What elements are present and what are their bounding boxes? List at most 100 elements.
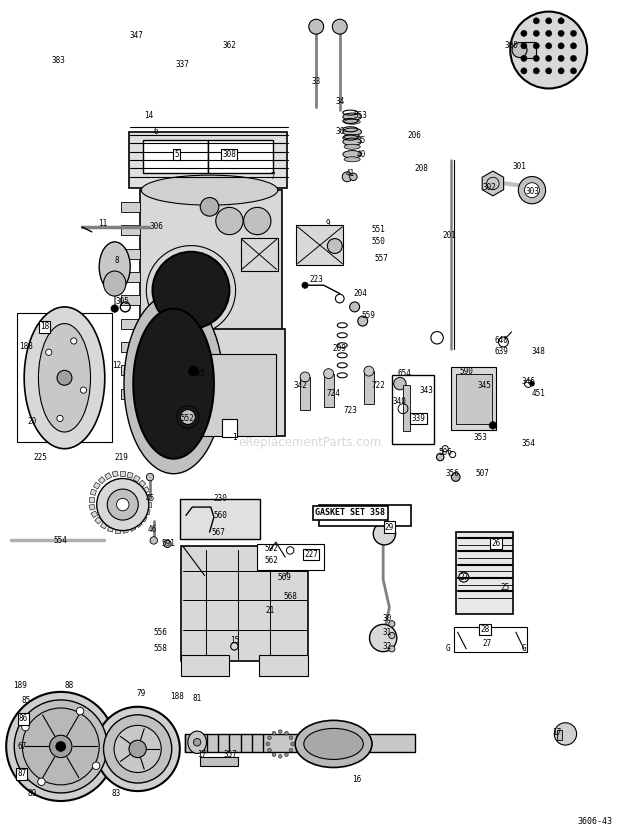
Bar [143,486,149,494]
Circle shape [533,18,539,24]
Circle shape [164,540,171,547]
Bar [200,757,238,766]
Ellipse shape [344,157,360,162]
Text: 645: 645 [192,369,205,378]
Circle shape [111,305,118,312]
Circle shape [146,474,154,480]
Text: 89: 89 [28,790,37,798]
Text: 87: 87 [17,770,26,778]
Text: GASKET SET 358: GASKET SET 358 [316,509,385,517]
Ellipse shape [512,43,527,58]
Bar [94,482,100,489]
Text: G: G [445,645,450,653]
Text: 27: 27 [459,573,468,581]
Bar [91,490,97,495]
Bar [129,525,136,531]
Bar [324,374,334,407]
Circle shape [22,708,99,785]
Ellipse shape [24,307,105,449]
Circle shape [529,381,534,386]
Ellipse shape [344,134,360,139]
Ellipse shape [344,119,360,124]
Bar [120,471,125,476]
Bar [241,238,278,271]
Text: G: G [521,645,526,653]
Text: 201: 201 [443,231,456,239]
Circle shape [364,366,374,376]
Circle shape [342,172,352,182]
Circle shape [570,30,577,37]
Text: 346: 346 [521,378,535,386]
Circle shape [291,742,294,746]
Text: 347: 347 [130,31,143,39]
Circle shape [546,55,552,62]
Text: 592: 592 [265,545,278,553]
Text: 15: 15 [230,636,239,645]
Text: 302: 302 [483,183,497,192]
Circle shape [97,479,149,530]
Text: 27: 27 [482,640,491,648]
Circle shape [200,198,219,216]
Ellipse shape [141,175,278,205]
Circle shape [370,625,397,651]
Text: 5: 5 [174,150,179,158]
Ellipse shape [343,151,361,158]
Text: 7: 7 [270,173,275,181]
Circle shape [309,19,324,34]
Circle shape [358,316,368,326]
Text: 35: 35 [356,136,365,144]
Bar [99,477,105,484]
Circle shape [22,723,29,731]
Text: 85: 85 [22,696,30,705]
Bar [140,329,285,436]
Circle shape [268,736,272,740]
Circle shape [268,748,272,752]
Ellipse shape [124,294,223,474]
Circle shape [272,731,276,735]
Bar [121,342,140,352]
Bar [144,509,150,515]
Text: 32: 32 [383,642,392,651]
Circle shape [389,632,395,639]
Text: 46: 46 [148,525,156,534]
Text: 569: 569 [277,573,291,581]
Circle shape [510,12,587,88]
Bar [185,734,415,752]
Text: 12: 12 [112,361,121,369]
Text: 722: 722 [371,381,385,389]
Ellipse shape [38,324,91,432]
Circle shape [50,736,72,757]
Text: 362: 362 [223,42,236,50]
Circle shape [521,30,527,37]
Circle shape [451,473,460,481]
Text: 79: 79 [137,690,146,698]
Text: 209: 209 [333,344,347,353]
Text: 723: 723 [343,406,357,414]
Bar [122,527,128,533]
Text: 591: 591 [162,540,175,548]
Text: 83: 83 [112,790,121,798]
Bar [454,627,527,652]
Text: 567: 567 [211,528,225,536]
Bar [146,494,151,500]
Circle shape [533,43,539,49]
Text: 189: 189 [13,681,27,690]
Ellipse shape [188,731,206,753]
Bar [121,249,140,259]
Circle shape [81,387,87,393]
Circle shape [350,173,357,180]
Text: 6: 6 [154,128,159,136]
Circle shape [71,338,77,344]
Circle shape [521,55,527,62]
Circle shape [216,208,243,234]
Bar [112,471,118,477]
Ellipse shape [295,721,372,767]
Circle shape [558,30,564,37]
Bar [456,374,492,424]
Text: 21: 21 [265,606,274,615]
Circle shape [521,68,527,74]
Text: 188: 188 [19,342,33,350]
Ellipse shape [104,271,126,296]
Circle shape [6,692,115,801]
Text: 81: 81 [193,695,202,703]
